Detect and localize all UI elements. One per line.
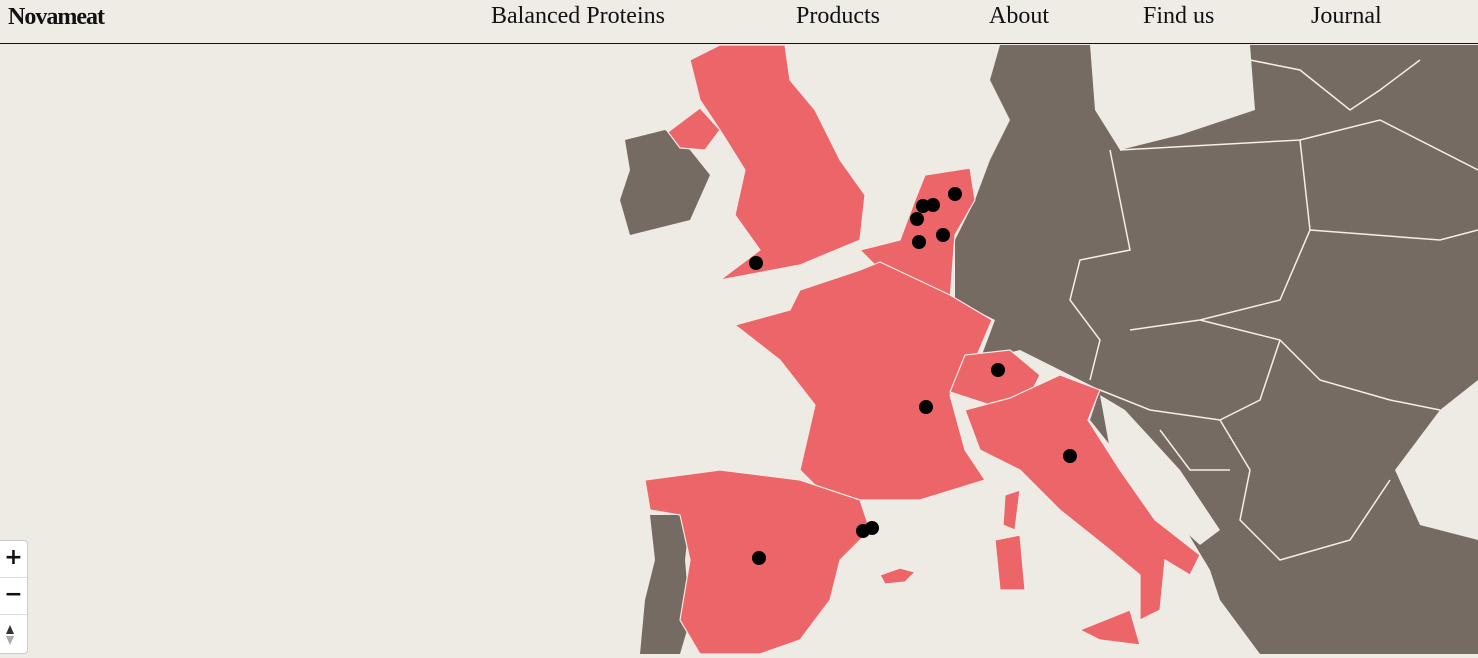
country[interactable]	[879, 567, 917, 585]
country[interactable]	[689, 44, 866, 281]
country[interactable]	[667, 107, 721, 151]
marker[interactable]	[749, 256, 763, 270]
highlighted-countries	[644, 44, 1201, 654]
marker[interactable]	[752, 551, 766, 565]
location-markers	[749, 187, 1077, 565]
land-grey	[640, 515, 690, 654]
marker[interactable]	[991, 363, 1005, 377]
zoom-out[interactable]: −	[0, 578, 27, 615]
marker[interactable]	[919, 400, 933, 414]
country[interactable]	[733, 261, 993, 501]
marker[interactable]	[936, 228, 950, 242]
nav-link[interactable]: About	[989, 3, 1049, 29]
zoom-control: + −	[0, 540, 28, 654]
land-grey	[1020, 50, 1085, 120]
land-grey	[620, 130, 710, 235]
baltic-sea	[1090, 45, 1255, 150]
header: Novameat Balanced Proteins Products Abou…	[0, 0, 1478, 44]
marker[interactable]	[948, 187, 962, 201]
marker[interactable]	[910, 212, 924, 226]
marker[interactable]	[926, 198, 940, 212]
land-grey	[955, 45, 1478, 654]
nav-link[interactable]: Journal	[1311, 3, 1382, 29]
marker[interactable]	[1063, 449, 1077, 463]
country[interactable]	[964, 374, 1201, 621]
nav-link[interactable]: Balanced Proteins	[491, 3, 665, 29]
compass[interactable]	[0, 615, 27, 653]
adriatic-sea	[1100, 395, 1220, 545]
marker[interactable]	[912, 235, 926, 249]
borders	[1069, 59, 1478, 561]
zoom-in[interactable]: +	[0, 541, 27, 578]
compass-icon	[6, 625, 14, 645]
nav-link[interactable]: Products	[796, 3, 880, 29]
country[interactable]	[1078, 609, 1141, 646]
logo[interactable]: Novameat	[8, 4, 105, 30]
marker[interactable]	[865, 521, 879, 535]
country[interactable]	[1002, 489, 1021, 531]
map[interactable]	[0, 44, 1478, 654]
country[interactable]	[994, 534, 1026, 591]
nav-link[interactable]: Find us	[1143, 3, 1215, 29]
